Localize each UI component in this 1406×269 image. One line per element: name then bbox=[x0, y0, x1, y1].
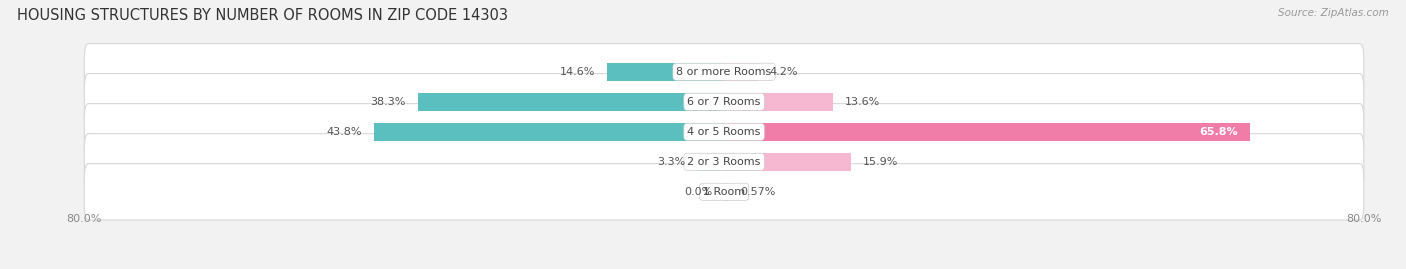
FancyBboxPatch shape bbox=[84, 164, 1364, 220]
Bar bbox=[724, 153, 851, 171]
Text: 8 or more Rooms: 8 or more Rooms bbox=[676, 67, 772, 77]
Text: 4 or 5 Rooms: 4 or 5 Rooms bbox=[688, 127, 761, 137]
Bar bbox=[724, 123, 1250, 140]
Text: 4.2%: 4.2% bbox=[769, 67, 799, 77]
Text: Source: ZipAtlas.com: Source: ZipAtlas.com bbox=[1278, 8, 1389, 18]
Text: 43.8%: 43.8% bbox=[326, 127, 361, 137]
FancyBboxPatch shape bbox=[84, 134, 1364, 190]
Bar bbox=[724, 93, 832, 111]
Text: 3.3%: 3.3% bbox=[658, 157, 686, 167]
FancyBboxPatch shape bbox=[84, 44, 1364, 100]
Bar bbox=[607, 63, 724, 80]
Text: 2 or 3 Rooms: 2 or 3 Rooms bbox=[688, 157, 761, 167]
FancyBboxPatch shape bbox=[84, 104, 1364, 160]
FancyBboxPatch shape bbox=[84, 74, 1364, 130]
Text: 6 or 7 Rooms: 6 or 7 Rooms bbox=[688, 97, 761, 107]
Text: 38.3%: 38.3% bbox=[370, 97, 406, 107]
Bar bbox=[724, 63, 758, 80]
Bar bbox=[418, 93, 724, 111]
Text: 0.57%: 0.57% bbox=[741, 187, 776, 197]
Text: HOUSING STRUCTURES BY NUMBER OF ROOMS IN ZIP CODE 14303: HOUSING STRUCTURES BY NUMBER OF ROOMS IN… bbox=[17, 8, 508, 23]
Text: 65.8%: 65.8% bbox=[1199, 127, 1239, 137]
Text: 0.0%: 0.0% bbox=[683, 187, 711, 197]
Bar bbox=[374, 123, 724, 140]
Bar bbox=[697, 153, 724, 171]
Text: 14.6%: 14.6% bbox=[560, 67, 595, 77]
Text: 15.9%: 15.9% bbox=[863, 157, 898, 167]
Bar bbox=[724, 183, 728, 200]
Text: 1 Room: 1 Room bbox=[703, 187, 745, 197]
Text: 13.6%: 13.6% bbox=[845, 97, 880, 107]
